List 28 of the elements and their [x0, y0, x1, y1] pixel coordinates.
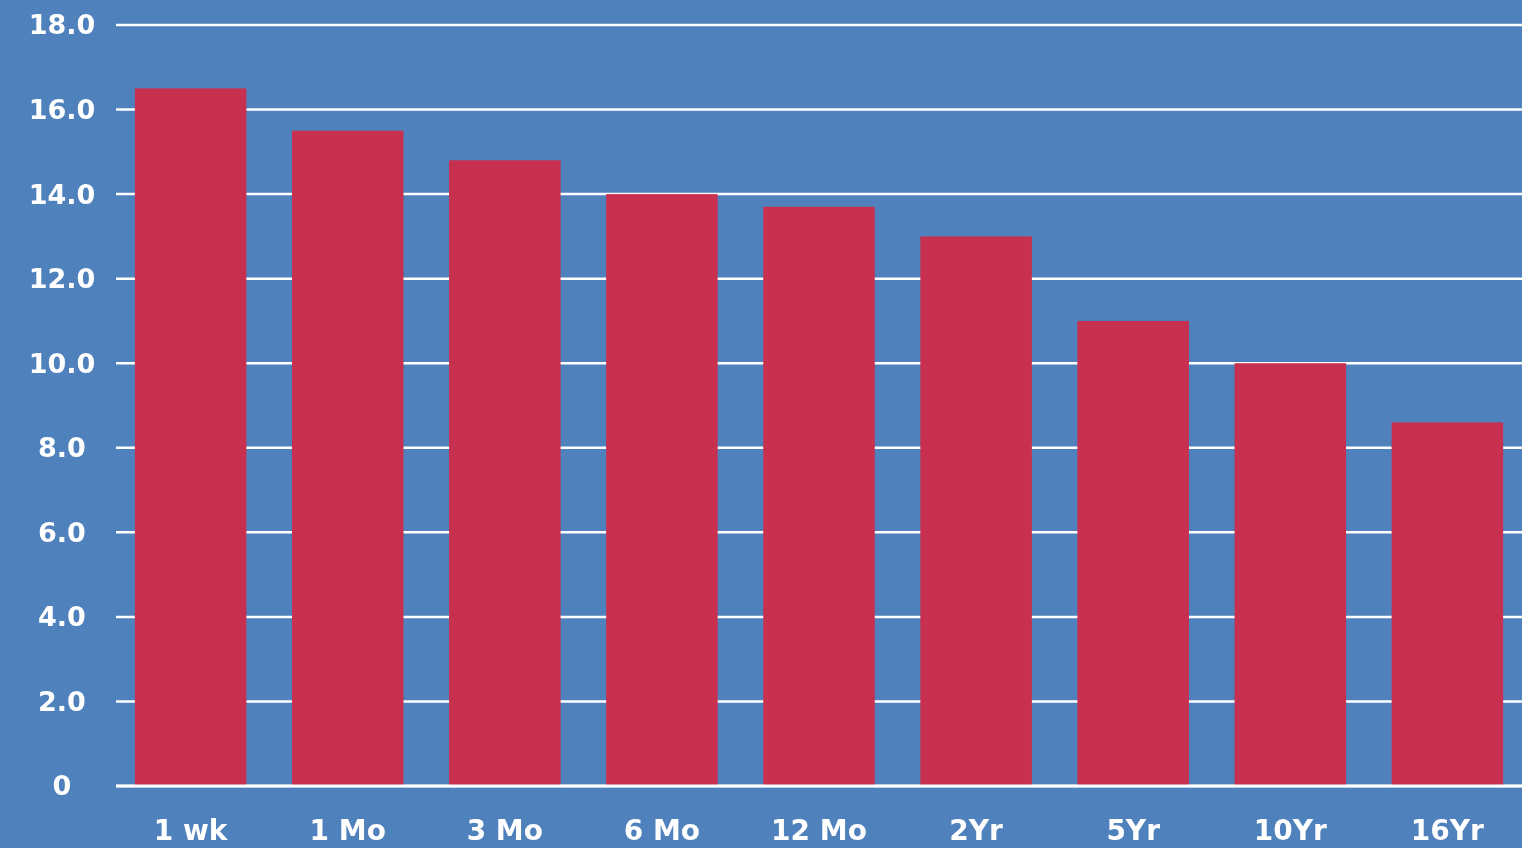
x-tick-label: 1 wk [153, 814, 229, 847]
bar [134, 88, 247, 786]
bar [449, 160, 561, 786]
x-tick-label: 12 Mo [771, 814, 867, 847]
bar [1077, 320, 1189, 786]
y-tick-label: 14.0 [28, 178, 96, 210]
x-tick-label: 2Yr [949, 814, 1004, 847]
y-tick-label: 2.0 [38, 685, 86, 717]
x-tick-label: 10Yr [1253, 814, 1327, 847]
y-tick-label: 8.0 [38, 432, 86, 464]
y-tick-label: 10.0 [28, 347, 96, 379]
x-tick-label: 5Yr [1106, 814, 1161, 847]
y-tick-label: 16.0 [28, 94, 96, 126]
x-tick-label: 1 Mo [309, 814, 386, 847]
y-tick-label: 12.0 [28, 263, 96, 295]
bar [291, 130, 404, 786]
y-tick-label: 4.0 [38, 601, 86, 633]
y-tick-label: 6.0 [38, 516, 86, 548]
bar [606, 194, 718, 786]
x-tick-label: 6 Mo [623, 814, 701, 847]
bar [763, 206, 875, 786]
bar [1391, 422, 1504, 786]
y-tick-label: 18.0 [28, 9, 96, 41]
x-tick-label: 3 Mo [466, 814, 543, 847]
bar [1234, 363, 1347, 786]
bar [920, 236, 1032, 786]
y-tick-label: 0 [52, 770, 72, 802]
x-tick-label: 16Yr [1410, 814, 1485, 847]
